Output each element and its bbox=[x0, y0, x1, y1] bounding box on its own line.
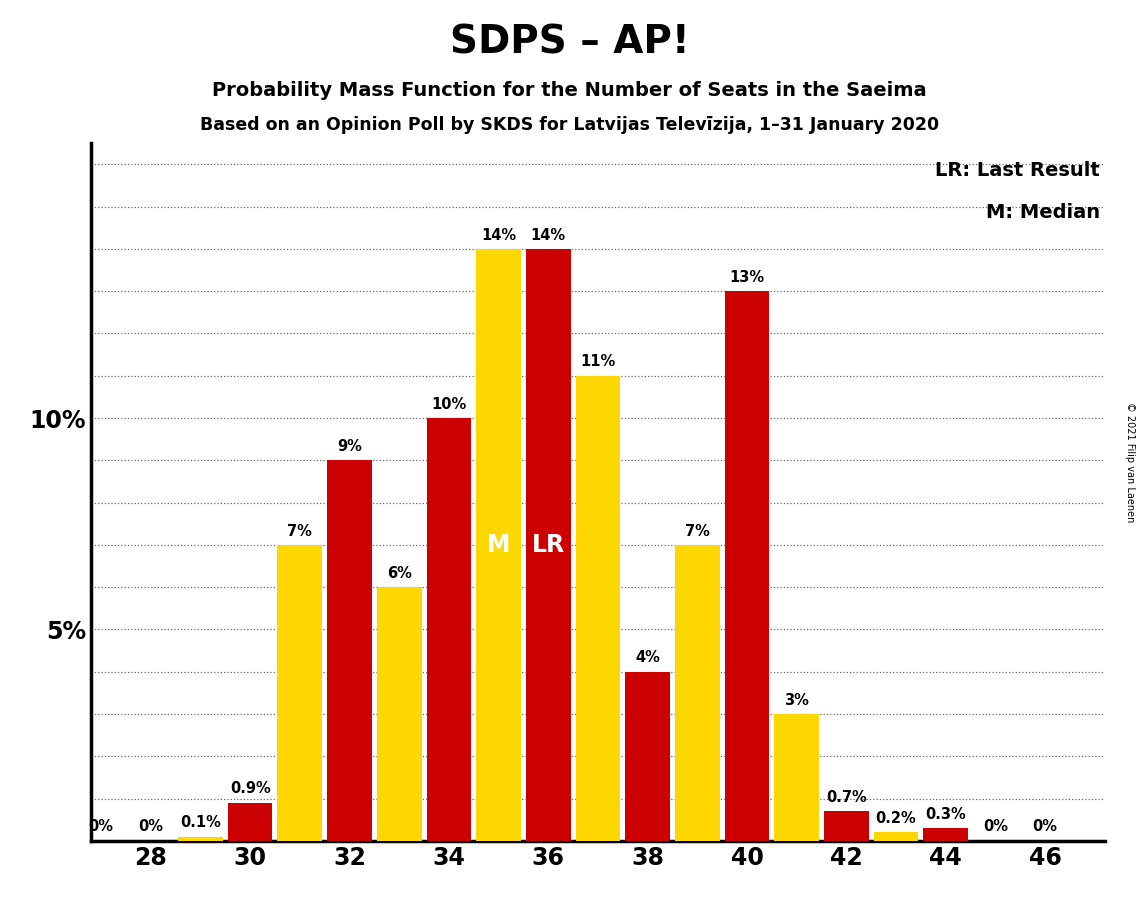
Bar bbox=[724, 291, 770, 841]
Bar bbox=[178, 836, 223, 841]
Bar bbox=[228, 803, 272, 841]
Text: © 2021 Filip van Laenen: © 2021 Filip van Laenen bbox=[1125, 402, 1134, 522]
Text: 14%: 14% bbox=[481, 227, 516, 243]
Text: 4%: 4% bbox=[636, 650, 661, 665]
Text: 10%: 10% bbox=[432, 396, 467, 412]
Text: 0%: 0% bbox=[983, 820, 1008, 834]
Text: 7%: 7% bbox=[287, 524, 312, 539]
Bar bbox=[675, 545, 720, 841]
Text: 0%: 0% bbox=[138, 820, 163, 834]
Text: 0%: 0% bbox=[89, 820, 114, 834]
Bar bbox=[377, 587, 421, 841]
Text: 0.7%: 0.7% bbox=[826, 790, 867, 805]
Text: 14%: 14% bbox=[531, 227, 566, 243]
Text: LR: LR bbox=[532, 533, 565, 557]
Text: 0.9%: 0.9% bbox=[230, 782, 270, 796]
Bar bbox=[924, 828, 968, 841]
Text: Probability Mass Function for the Number of Seats in the Saeima: Probability Mass Function for the Number… bbox=[212, 81, 927, 101]
Bar bbox=[575, 376, 621, 841]
Bar bbox=[526, 249, 571, 841]
Text: 0%: 0% bbox=[1033, 820, 1058, 834]
Text: 0.3%: 0.3% bbox=[926, 807, 966, 821]
Text: 7%: 7% bbox=[685, 524, 710, 539]
Text: 11%: 11% bbox=[581, 355, 615, 370]
Bar bbox=[625, 672, 670, 841]
Text: 0.2%: 0.2% bbox=[876, 811, 917, 826]
Bar bbox=[825, 811, 869, 841]
Bar bbox=[775, 714, 819, 841]
Bar bbox=[426, 418, 472, 841]
Text: Based on an Opinion Poll by SKDS for Latvijas Televīzija, 1–31 January 2020: Based on an Opinion Poll by SKDS for Lat… bbox=[200, 116, 939, 133]
Text: 9%: 9% bbox=[337, 439, 362, 454]
Text: 6%: 6% bbox=[387, 565, 411, 581]
Text: 3%: 3% bbox=[785, 693, 809, 708]
Bar bbox=[278, 545, 322, 841]
Text: SDPS – AP!: SDPS – AP! bbox=[450, 23, 689, 61]
Text: 0.1%: 0.1% bbox=[180, 815, 221, 831]
Text: 13%: 13% bbox=[729, 270, 764, 285]
Bar bbox=[476, 249, 521, 841]
Text: LR: Last Result: LR: Last Result bbox=[935, 161, 1100, 179]
Bar bbox=[327, 460, 371, 841]
Bar bbox=[874, 833, 918, 841]
Text: M: Median: M: Median bbox=[985, 202, 1100, 222]
Text: M: M bbox=[486, 533, 510, 557]
